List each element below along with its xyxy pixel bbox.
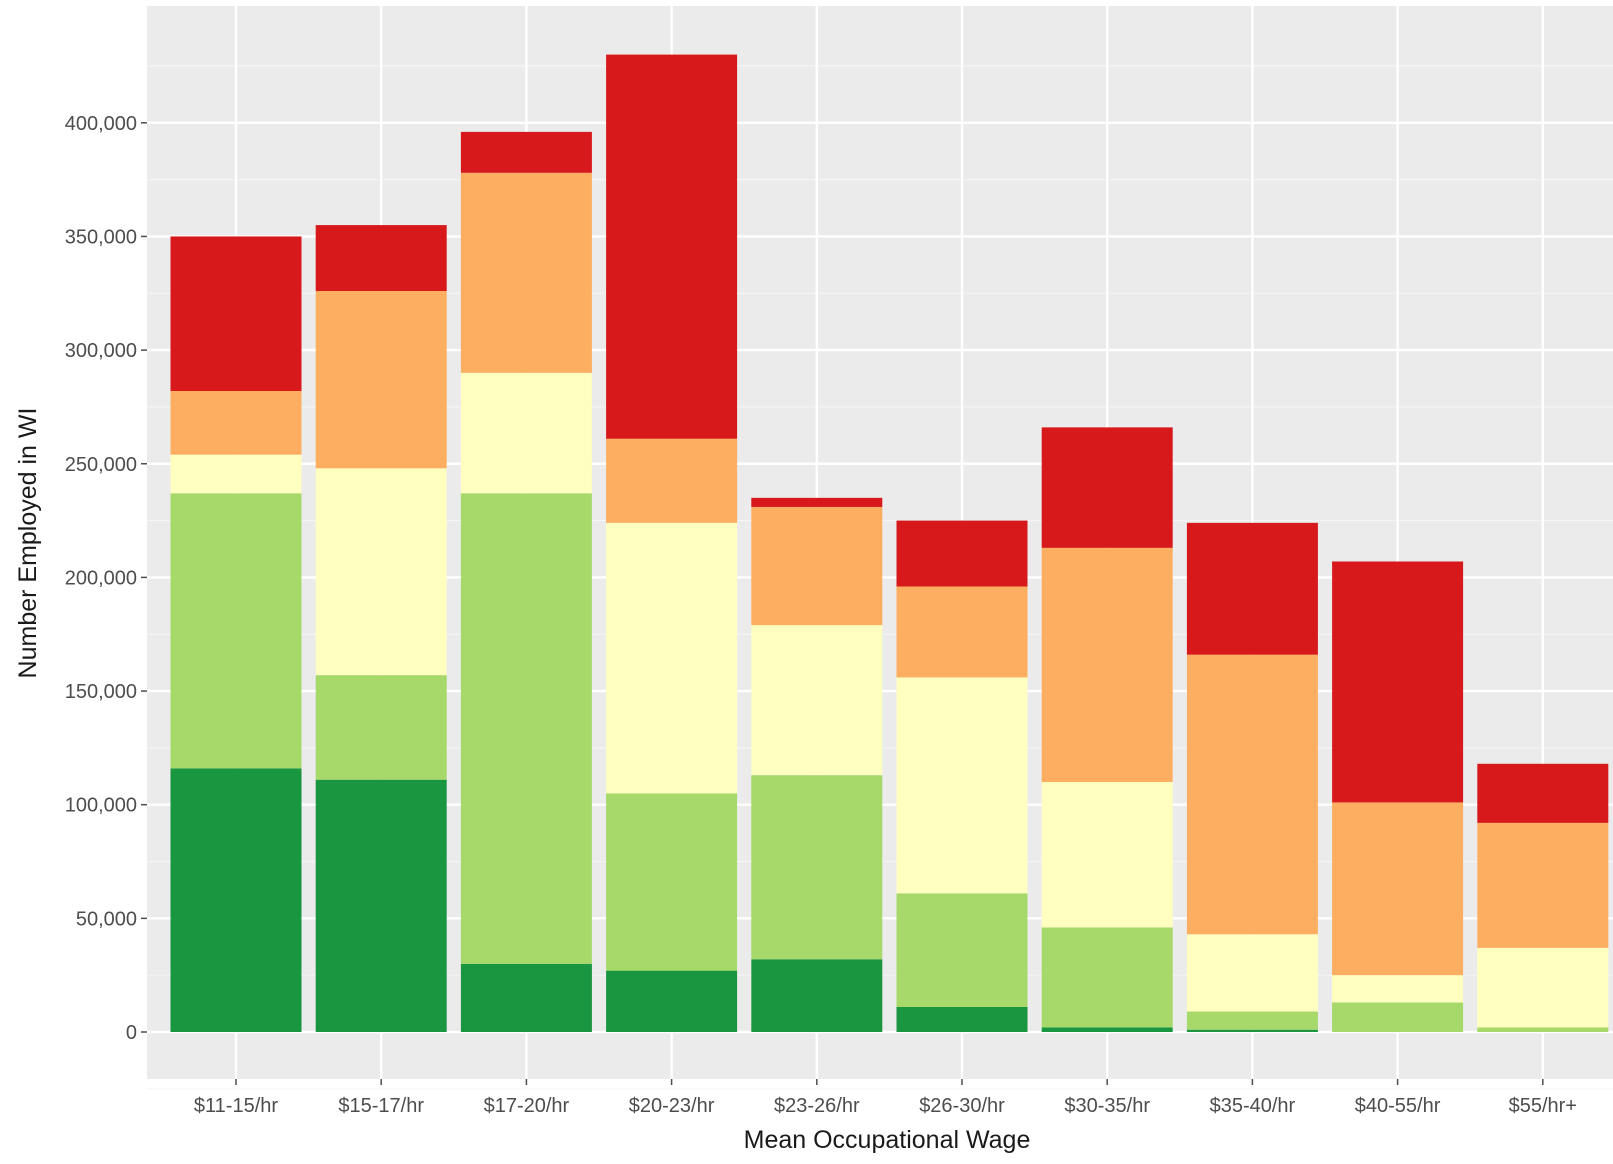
bar-segment — [1041, 1027, 1173, 1032]
y-tick-label: 200,000 — [65, 567, 137, 589]
bar-segment — [896, 1006, 1028, 1032]
bar-segment — [460, 493, 592, 964]
bar-segment — [460, 131, 592, 173]
bar-segment — [751, 775, 883, 960]
bar-segment — [606, 970, 738, 1032]
bar-segment — [460, 372, 592, 494]
y-tick-label: 0 — [126, 1022, 137, 1044]
bar-segment — [1041, 781, 1173, 928]
bar-segment — [460, 963, 592, 1032]
y-tick-label: 50,000 — [76, 908, 137, 930]
bar-segment — [1332, 1002, 1464, 1032]
bar-segment — [1332, 561, 1464, 803]
bar-segment — [315, 468, 447, 676]
bar-segment — [896, 586, 1028, 678]
x-tick-label: $15-17/hr — [338, 1095, 424, 1117]
bar-segment — [315, 675, 447, 780]
bar-segment — [896, 520, 1028, 587]
bar-segment — [1041, 547, 1173, 782]
bar-segment — [606, 54, 738, 439]
bar-segment — [170, 768, 302, 1032]
bar-segment — [751, 625, 883, 776]
bar-segment — [1186, 1011, 1318, 1030]
x-tick-label: $30-35/hr — [1064, 1095, 1150, 1117]
x-tick-label: $55/hr+ — [1509, 1095, 1577, 1117]
bar-segment — [606, 793, 738, 971]
x-tick-label: $11-15/hr — [194, 1095, 278, 1117]
y-axis-title: Number Employed in WI — [14, 408, 42, 679]
x-tick-label: $26-30/hr — [919, 1095, 1005, 1117]
bar-segment — [896, 893, 1028, 1007]
y-tick-label: 400,000 — [65, 113, 137, 135]
bar-segment — [1186, 522, 1318, 655]
bar-segment — [896, 677, 1028, 894]
x-tick-label: $20-23/hr — [629, 1095, 715, 1117]
bar-segment — [1041, 427, 1173, 548]
bar-segment — [1186, 654, 1318, 935]
bar-segment — [1477, 763, 1609, 823]
x-tick-label: $40-55/hr — [1355, 1095, 1441, 1117]
y-tick-label: 250,000 — [65, 454, 137, 476]
bar-segment — [1332, 975, 1464, 1003]
bar-segment — [1477, 1027, 1609, 1032]
bar-segment — [606, 522, 738, 794]
bar-segment — [1041, 927, 1173, 1028]
bar-segment — [315, 291, 447, 469]
bar-segment — [1477, 947, 1609, 1028]
bar-segment — [751, 497, 883, 507]
bar-segment — [1477, 822, 1609, 948]
bar-segment — [606, 438, 738, 523]
y-axis: 0 50,000 100,000 150,000 200,000 250,000 300,0… — [65, 113, 147, 1044]
y-tick-label: 350,000 — [65, 226, 137, 248]
bar-segment — [751, 959, 883, 1032]
x-tick-label: $35-40/hr — [1210, 1095, 1296, 1117]
bar-segment — [1186, 1029, 1318, 1032]
y-tick-label: 150,000 — [65, 681, 137, 703]
x-tick-label: $17-20/hr — [484, 1095, 570, 1117]
bar-segment — [1332, 802, 1464, 976]
bar-segment — [170, 493, 302, 769]
bar-segment — [170, 236, 302, 392]
bar-segment — [460, 172, 592, 373]
bar-segment — [170, 391, 302, 455]
bar-segment — [751, 506, 883, 626]
y-tick-label: 100,000 — [65, 795, 137, 817]
bar-segment — [170, 454, 302, 494]
bars-layer — [170, 54, 1609, 1032]
x-tick-label: $23-26/hr — [774, 1095, 860, 1117]
bar-segment — [315, 225, 447, 292]
x-axis: $11-15/hr $15-17/hr $17-20/hr $20-23/hr $23-… — [194, 1079, 1577, 1117]
x-axis-title: Mean Occupational Wage — [744, 1126, 1031, 1154]
bar-segment — [1186, 934, 1318, 1012]
y-tick-label: 300,000 — [65, 340, 137, 362]
bar-segment — [315, 779, 447, 1032]
